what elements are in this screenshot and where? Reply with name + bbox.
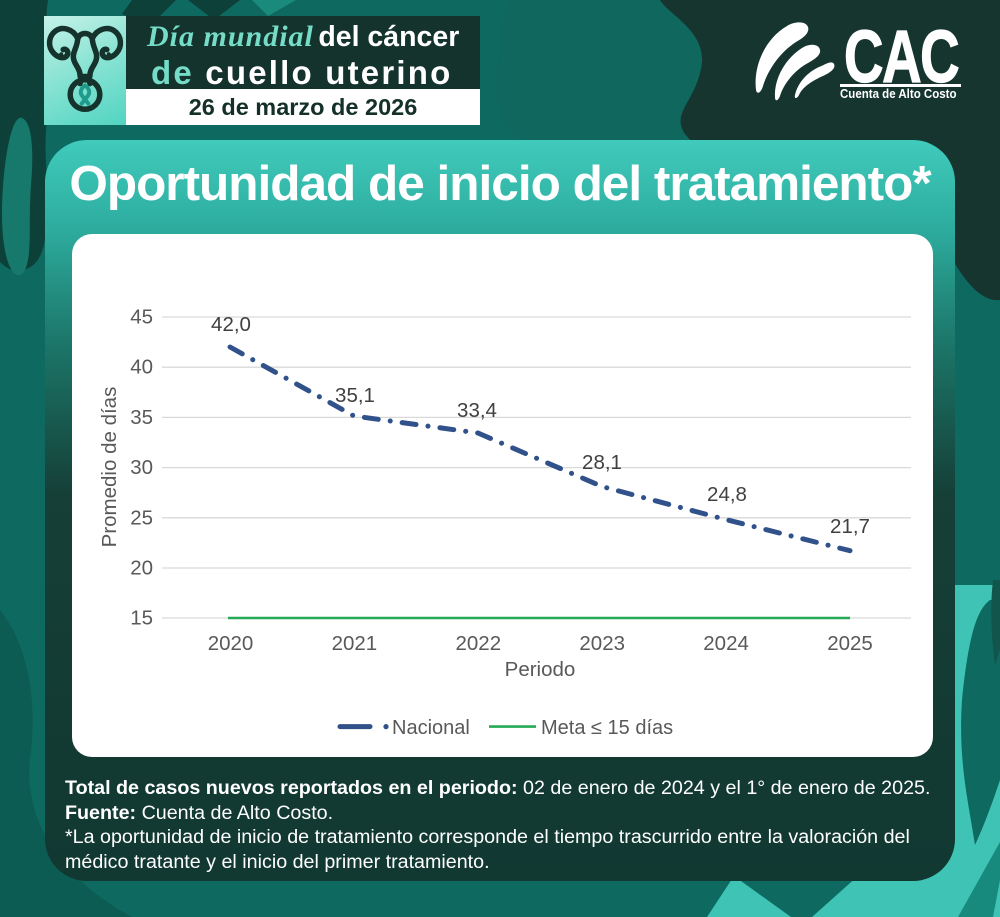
svg-text:40: 40 [130, 356, 153, 379]
svg-text:42,0: 42,0 [211, 313, 251, 336]
svg-text:Meta ≤ 15 días: Meta ≤ 15 días [541, 717, 673, 739]
svg-text:45: 45 [130, 306, 153, 329]
svg-text:35: 35 [130, 406, 153, 429]
svg-text:25: 25 [130, 506, 153, 529]
svg-text:2020: 2020 [208, 632, 254, 655]
svg-text:21,7: 21,7 [830, 515, 870, 538]
svg-text:15: 15 [130, 607, 153, 630]
svg-text:Periodo: Periodo [505, 658, 576, 681]
svg-text:2022: 2022 [455, 632, 501, 655]
svg-text:33,4: 33,4 [457, 399, 497, 422]
svg-text:Promedio de días: Promedio de días [98, 387, 121, 548]
svg-text:2021: 2021 [332, 632, 378, 655]
svg-text:28,1: 28,1 [582, 451, 622, 474]
svg-text:30: 30 [130, 456, 153, 479]
svg-text:2023: 2023 [579, 632, 625, 655]
svg-text:Nacional: Nacional [392, 717, 470, 739]
svg-text:2025: 2025 [827, 632, 873, 655]
svg-text:2024: 2024 [703, 632, 749, 655]
svg-text:20: 20 [130, 557, 153, 580]
svg-text:24,8: 24,8 [707, 483, 747, 506]
svg-text:35,1: 35,1 [335, 384, 375, 407]
